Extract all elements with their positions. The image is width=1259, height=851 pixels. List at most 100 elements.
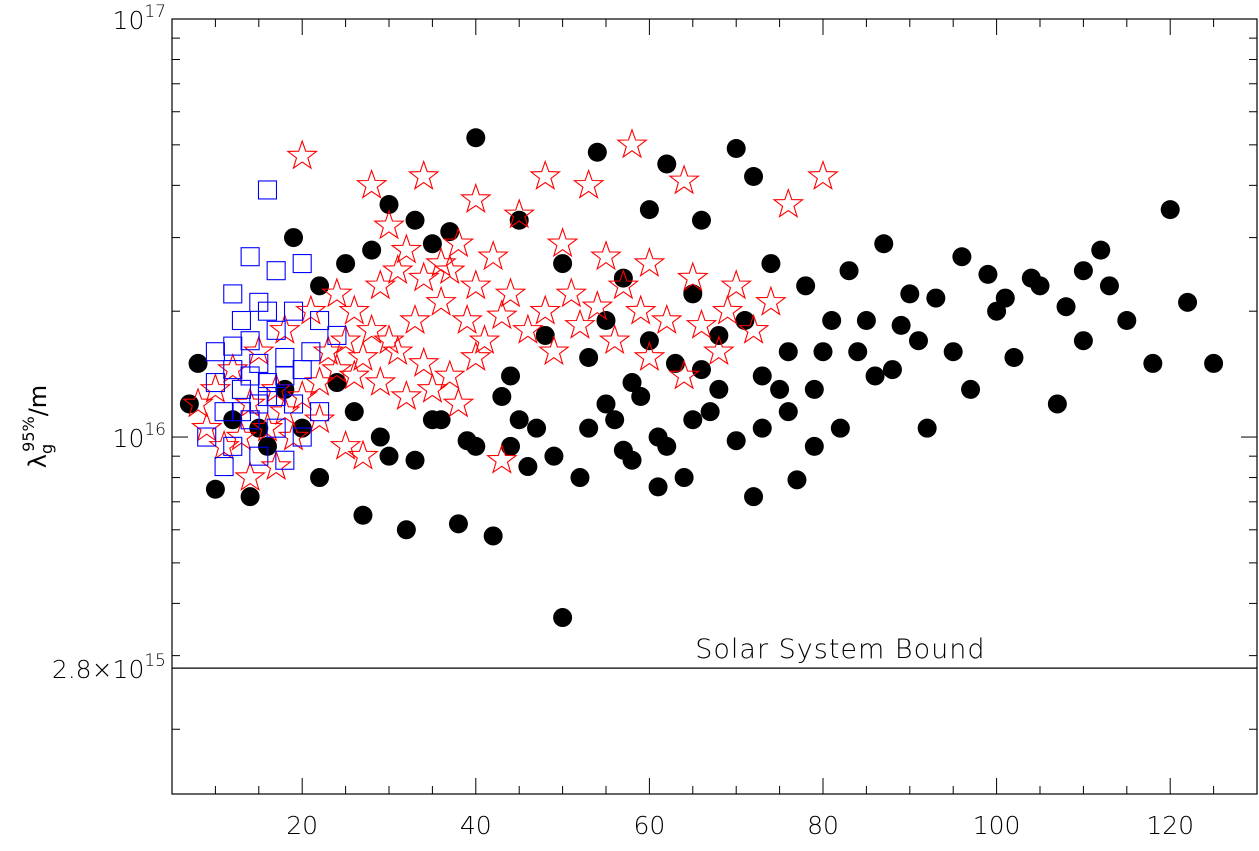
point-circle <box>726 431 746 451</box>
point-circle <box>1056 297 1076 317</box>
point-circle <box>926 288 946 308</box>
y-tick-label: 1017 <box>113 2 166 35</box>
point-square <box>292 427 312 447</box>
point-square <box>310 310 330 331</box>
series-open-star <box>182 128 839 492</box>
point-circle <box>882 360 902 380</box>
point-circle <box>509 410 529 430</box>
point-circle <box>1160 200 1180 220</box>
point-star <box>676 261 709 292</box>
point-square <box>240 366 260 386</box>
point-circle <box>995 288 1015 308</box>
point-star <box>486 443 518 474</box>
point-star <box>373 209 405 240</box>
point-circle <box>422 234 442 254</box>
point-circle <box>639 200 659 220</box>
point-circle <box>405 450 425 470</box>
point-star <box>633 340 666 371</box>
point-circle <box>917 418 937 438</box>
point-star <box>242 335 275 366</box>
point-circle <box>188 353 208 373</box>
point-circle <box>787 470 807 490</box>
point-circle <box>553 254 573 274</box>
point-star <box>433 254 466 285</box>
point-square <box>266 418 286 438</box>
point-star <box>598 324 631 355</box>
point-circle <box>527 418 547 438</box>
point-star <box>216 352 249 384</box>
point-square <box>266 320 286 340</box>
point-star <box>407 346 440 377</box>
point-circle <box>535 325 555 345</box>
point-star <box>303 403 336 434</box>
point-star <box>182 387 214 418</box>
point-circle <box>639 331 659 351</box>
point-square <box>275 347 295 368</box>
point-circle <box>874 234 894 254</box>
point-star <box>737 313 770 344</box>
point-star <box>703 335 735 366</box>
point-circle <box>1047 394 1067 414</box>
point-star <box>442 227 475 258</box>
point-circle <box>466 128 486 148</box>
point-star <box>364 365 397 397</box>
point-star <box>503 198 536 229</box>
point-square <box>214 456 234 477</box>
point-square <box>240 247 260 267</box>
point-star <box>633 246 666 278</box>
point-circle <box>848 342 868 362</box>
point-star <box>381 254 414 285</box>
point-circle <box>813 342 833 362</box>
point-circle <box>1117 311 1137 331</box>
point-star <box>668 164 701 195</box>
point-star <box>338 294 371 325</box>
point-star <box>433 359 466 390</box>
point-star <box>442 387 475 418</box>
point-circle <box>284 228 304 248</box>
point-circle <box>1099 276 1119 296</box>
point-circle <box>761 254 781 274</box>
point-square <box>249 446 269 466</box>
tick-marks <box>171 19 1258 794</box>
y-tick-label: 2.8×1015 <box>52 651 166 684</box>
point-circle <box>344 402 364 422</box>
point-star <box>538 335 570 366</box>
point-circle <box>353 505 373 525</box>
point-circle <box>943 342 963 362</box>
axes-frame <box>171 18 1258 795</box>
point-circle <box>1204 353 1224 373</box>
point-star <box>624 294 657 325</box>
point-circle <box>1073 261 1093 281</box>
point-circle <box>605 410 625 430</box>
point-star <box>511 313 544 344</box>
point-circle <box>839 261 859 281</box>
point-circle <box>900 284 920 304</box>
x-tick-label: 60 <box>633 811 665 840</box>
point-star <box>459 182 492 213</box>
point-star <box>607 269 640 300</box>
point-star <box>772 187 805 218</box>
point-star <box>564 308 596 339</box>
point-star <box>364 269 397 300</box>
point-square <box>249 394 269 414</box>
point-circle <box>492 387 512 407</box>
point-square <box>231 402 251 422</box>
point-circle <box>431 410 451 430</box>
point-circle <box>518 457 538 477</box>
point-star <box>381 335 414 366</box>
point-star <box>425 285 457 316</box>
point-circle <box>830 418 850 438</box>
point-star <box>347 340 379 371</box>
point-circle <box>370 427 390 447</box>
point-star <box>303 365 336 397</box>
point-circle <box>744 166 764 186</box>
point-circle <box>205 479 225 499</box>
point-star <box>329 324 362 355</box>
point-circle <box>1004 347 1024 367</box>
point-star <box>555 277 588 308</box>
point-square <box>223 336 243 356</box>
point-circle <box>778 402 798 422</box>
point-circle <box>257 436 277 456</box>
point-star <box>321 352 353 384</box>
point-star <box>459 340 492 371</box>
